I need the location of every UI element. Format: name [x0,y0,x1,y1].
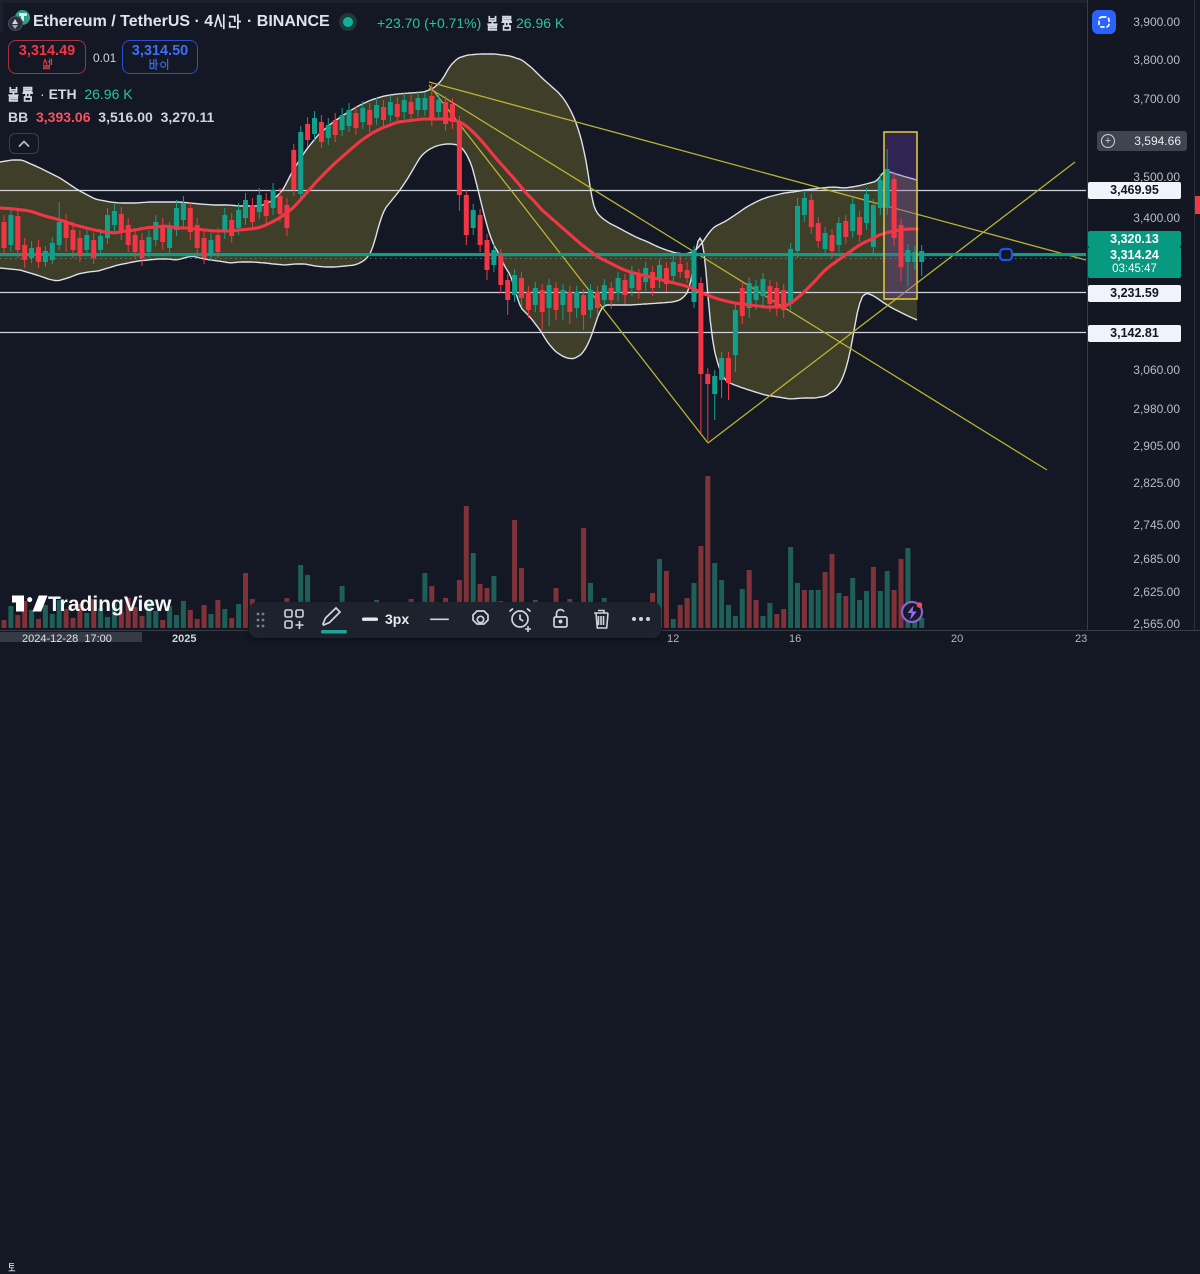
svg-text:3px: 3px [385,611,409,627]
